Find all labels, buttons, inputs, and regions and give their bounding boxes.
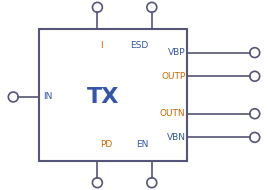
Text: IN: IN [43,93,52,101]
Text: I: I [100,41,103,50]
Bar [39,29,187,161]
Text: EN: EN [136,140,149,149]
Text: TX: TX [87,87,120,107]
Text: ESD: ESD [131,41,149,50]
Text: OUTP: OUTP [161,72,185,81]
Text: OUTN: OUTN [160,109,185,118]
Text: VBN: VBN [166,133,185,142]
Text: PD: PD [100,140,113,149]
Text: VBP: VBP [168,48,185,57]
